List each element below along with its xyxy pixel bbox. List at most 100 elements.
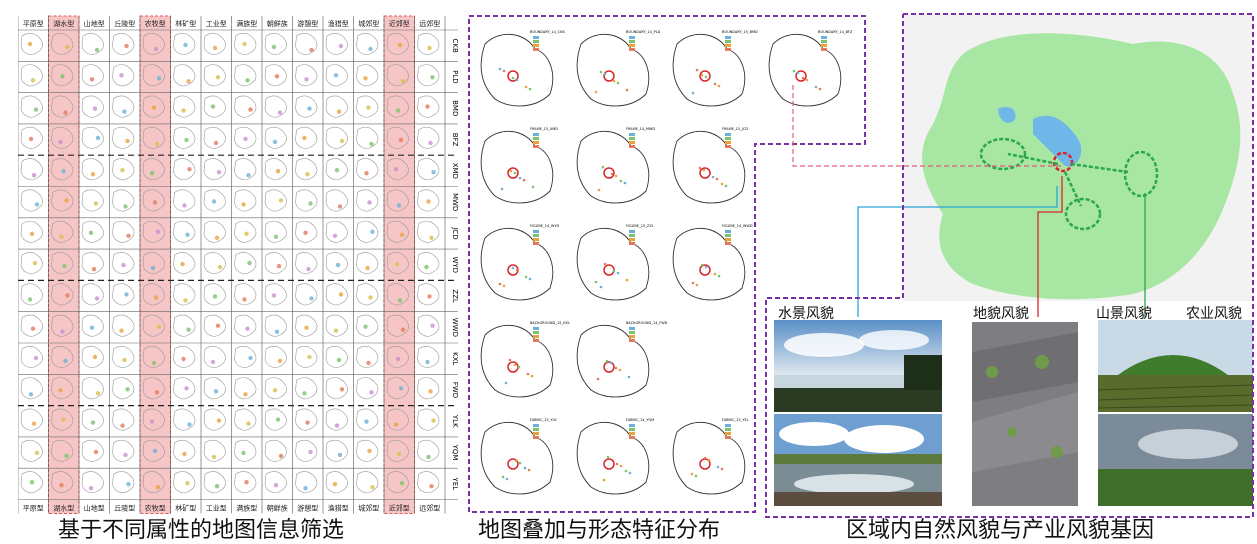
- map-thumbnail: [51, 189, 74, 212]
- thumbnail-dot: [88, 230, 94, 235]
- thumbnail-dot: [64, 198, 69, 203]
- thumbnail-dot: [184, 386, 189, 391]
- thumbnail-dot: [155, 485, 161, 490]
- overlay-map-legend-swatch: [533, 133, 539, 136]
- thumbnail-dot: [125, 387, 130, 392]
- overlay-map-title: BOUNDARY_14_PLD: [626, 30, 661, 34]
- map-thumbnail: [356, 189, 379, 212]
- thumbnail-dot: [149, 419, 155, 424]
- thumbnail-dot: [245, 326, 250, 331]
- map-thumbnail: [356, 95, 379, 118]
- thumbnail-dot: [123, 204, 128, 209]
- thumbnail-dot: [425, 104, 430, 109]
- overlay-map-dot: [614, 366, 618, 370]
- overlay-map-outline: [576, 324, 650, 398]
- map-thumbnail: [81, 220, 104, 243]
- thumbnail-dot: [122, 109, 127, 114]
- thumbnail-dot: [339, 138, 345, 144]
- map-thumbnail: [325, 283, 348, 306]
- thumbnail-dot: [156, 324, 162, 329]
- row-label: WWD: [451, 318, 458, 337]
- map-thumbnail: [386, 64, 409, 87]
- column-header: 农牧型: [145, 19, 166, 28]
- overlay-map-dot: [513, 363, 517, 367]
- thumbnail-dot: [152, 200, 158, 205]
- overlay-map-legend-swatch: [533, 436, 539, 439]
- map-thumbnail: [51, 33, 74, 55]
- map-thumbnail: [203, 252, 226, 275]
- map-thumbnail: [81, 377, 104, 400]
- thumbnail-dot: [150, 265, 156, 271]
- thumbnail-dot: [335, 262, 341, 268]
- map-thumbnail: [203, 346, 226, 368]
- overlay-map-outline: [672, 421, 746, 495]
- overlay-map-dot: [523, 466, 527, 470]
- map-thumbnail: [417, 64, 440, 87]
- map-thumbnail: [386, 346, 409, 368]
- map-thumbnail: [142, 314, 165, 337]
- overlay-map-title: FIGURE_15_ZZL: [626, 224, 654, 228]
- thumbnail-dot: [307, 106, 312, 111]
- overlay-map-legend-swatch: [725, 44, 731, 47]
- overlay-map-dot: [724, 184, 728, 188]
- overlay-map-dot: [691, 281, 695, 285]
- map-thumbnail: [295, 158, 318, 181]
- thumbnail-dot: [214, 235, 220, 240]
- map-thumbnail: [417, 314, 440, 337]
- map-thumbnail: [264, 189, 287, 212]
- map-thumbnail: [264, 283, 287, 306]
- thumbnail-dot: [246, 421, 251, 426]
- overlay-map-focus: [603, 361, 615, 373]
- thumbnail-dot: [333, 328, 339, 333]
- overlay-map-dot: [618, 368, 622, 372]
- map-thumbnail: [234, 283, 257, 306]
- thumbnail-dot: [307, 354, 312, 360]
- overlay-map-dot: [700, 73, 704, 77]
- landscape-photo-panel: 水景风貌 地貌风貌 山景风貌 农业风貌: [766, 300, 1253, 516]
- thumbnail-dot: [337, 204, 343, 209]
- thumbnail-dot: [303, 486, 308, 491]
- thumbnail-dot: [151, 360, 157, 366]
- map-thumbnail: [417, 158, 440, 181]
- map-thumbnail: [417, 377, 440, 400]
- map-thumbnail: [173, 33, 196, 55]
- overlay-map-dot: [504, 381, 508, 385]
- thumbnail-dot: [338, 43, 344, 49]
- map-thumbnail: [417, 346, 440, 368]
- overlay-map-legend-swatch: [533, 428, 539, 431]
- map-thumbnail: [112, 95, 135, 118]
- column-header: 城郊型: [358, 504, 379, 513]
- overlay-map-dot: [500, 187, 504, 191]
- thumbnail-dot: [33, 355, 39, 361]
- thumbnail-dot: [93, 449, 99, 455]
- overlay-map-legend-swatch: [629, 432, 635, 435]
- map-thumbnail: [234, 220, 257, 243]
- map-thumbnail: [295, 471, 318, 494]
- overlay-map-dot: [612, 79, 616, 83]
- thumbnail-dot: [119, 328, 124, 333]
- overlay-map-dot: [514, 459, 518, 463]
- thumbnail-dot: [424, 264, 429, 270]
- column-header: 渔猎型: [328, 19, 349, 28]
- overlay-map-legend-swatch: [533, 335, 539, 338]
- map-thumbnail: [112, 158, 135, 181]
- thumbnail-dot: [34, 202, 40, 207]
- overlay-map: BACKGROUND_15_KXL: [480, 321, 570, 398]
- map-thumbnail: [20, 314, 43, 337]
- overlay-map-legend-swatch: [629, 40, 635, 43]
- column-header: 满族型: [236, 19, 257, 28]
- thumbnail-dot: [398, 137, 404, 143]
- overlay-map-focus: [699, 264, 711, 276]
- map-thumbnail: [81, 33, 104, 55]
- map-thumbnail: [264, 471, 287, 494]
- thumbnail-dot: [211, 199, 217, 204]
- column-header: 平原型: [23, 19, 44, 28]
- overlay-map-legend-swatch: [629, 242, 635, 245]
- overlay-map-legend-swatch: [533, 327, 539, 330]
- thumbnail-dot: [126, 482, 131, 487]
- map-thumbnail: [203, 64, 226, 87]
- thumbnail-dot: [31, 173, 37, 178]
- column-header: 工业型: [206, 19, 227, 28]
- map-thumbnail: [173, 95, 196, 118]
- map-thumbnail: [295, 377, 318, 400]
